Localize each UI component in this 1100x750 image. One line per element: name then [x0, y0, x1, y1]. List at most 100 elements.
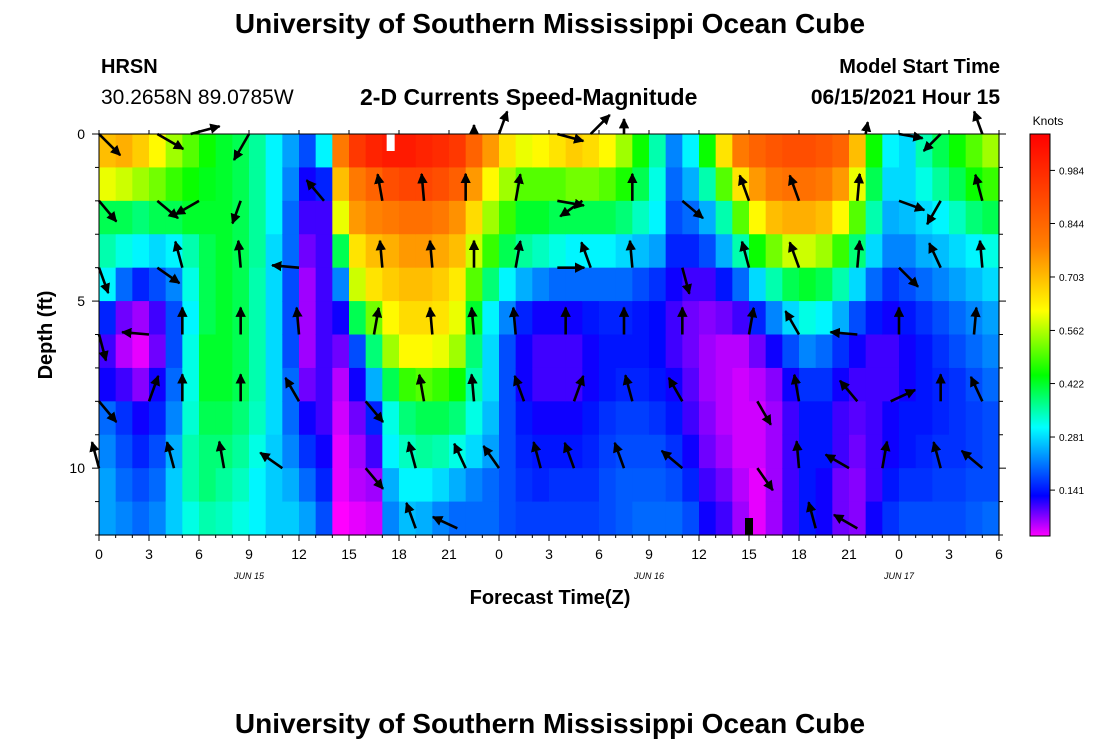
heat-cell	[465, 334, 483, 369]
heat-cell	[132, 234, 150, 269]
heat-cell	[699, 367, 717, 402]
current-vector	[453, 442, 467, 469]
heat-cell	[682, 401, 700, 436]
heat-cell	[199, 301, 217, 336]
heat-cell	[499, 134, 517, 169]
current-vector	[233, 239, 245, 268]
heat-cell	[882, 334, 900, 369]
current-vector	[425, 239, 436, 268]
heat-cell	[449, 334, 467, 369]
heat-cell	[532, 134, 550, 169]
heat-cell	[882, 301, 900, 336]
current-vector	[838, 379, 859, 403]
heat-cell	[649, 267, 667, 302]
heat-cell	[149, 334, 167, 369]
heat-cell	[965, 468, 983, 503]
current-vector	[972, 173, 984, 202]
heat-cell	[415, 434, 433, 469]
heat-cell	[415, 200, 433, 235]
date-label: JUN 16	[633, 571, 664, 581]
heat-cell	[799, 167, 817, 202]
heat-cell	[199, 468, 217, 503]
heat-cell	[382, 401, 400, 436]
heat-cell	[899, 301, 917, 336]
heat-cell	[899, 434, 917, 469]
heat-cell	[882, 468, 900, 503]
heat-cell	[99, 234, 117, 269]
heat-cell	[332, 234, 350, 269]
heat-cell	[515, 334, 533, 369]
heat-cell	[799, 234, 817, 269]
heat-cell	[199, 167, 217, 202]
heat-cell	[699, 401, 717, 436]
heat-cell	[865, 434, 883, 469]
current-vector	[563, 441, 576, 469]
heat-cell	[449, 468, 467, 503]
heat-cell	[165, 401, 183, 436]
heat-cell	[349, 267, 367, 302]
current-vector	[738, 174, 751, 202]
heat-cell	[299, 234, 317, 269]
heat-cell	[799, 468, 817, 503]
heat-cell	[732, 267, 750, 302]
current-vector	[853, 172, 865, 201]
heat-cell	[982, 501, 1000, 536]
heat-cell	[515, 434, 533, 469]
current-vector	[121, 327, 150, 339]
heat-cell	[132, 367, 150, 402]
heat-cell	[599, 234, 617, 269]
current-vector	[622, 374, 634, 402]
heat-cell	[682, 434, 700, 469]
heat-cell	[182, 401, 200, 436]
heat-cell	[832, 167, 850, 202]
heat-cell	[899, 501, 917, 536]
current-vector	[829, 327, 858, 339]
heat-cell	[615, 134, 633, 169]
heat-cell	[482, 468, 500, 503]
heat-cell	[432, 301, 450, 336]
heat-cell	[699, 334, 717, 369]
heat-cell	[132, 134, 150, 169]
heat-cell	[132, 167, 150, 202]
heat-cell	[315, 434, 333, 469]
heat-cell	[749, 401, 767, 436]
heat-cell	[599, 401, 617, 436]
forecast-marker	[386, 134, 395, 151]
heat-cell	[115, 200, 133, 235]
heat-cell	[599, 334, 617, 369]
heat-cell	[849, 200, 867, 235]
heat-cell	[899, 167, 917, 202]
heat-cell	[649, 167, 667, 202]
heat-cell	[132, 434, 150, 469]
heat-cell	[715, 367, 733, 402]
heat-cell	[615, 401, 633, 436]
heat-cell	[349, 367, 367, 402]
heat-cell	[965, 434, 983, 469]
heat-cell	[115, 334, 133, 369]
heat-cell	[765, 434, 783, 469]
station-coordinates: 30.2658N 89.0785W	[101, 86, 294, 109]
heat-cell	[349, 401, 367, 436]
model-start-label: Model Start Time	[839, 56, 1000, 78]
heat-cell	[399, 468, 417, 503]
heat-cell	[682, 501, 700, 536]
heat-cell	[965, 401, 983, 436]
heat-cell	[715, 301, 733, 336]
heat-cell	[982, 134, 1000, 169]
heat-cell	[799, 334, 817, 369]
current-vector	[97, 267, 110, 295]
heat-cell	[315, 234, 333, 269]
heat-cell	[482, 334, 500, 369]
heat-cell	[299, 134, 317, 169]
y-tick-label: 0	[77, 126, 85, 142]
heat-cell	[549, 468, 567, 503]
heat-cell	[782, 267, 800, 302]
heat-cell	[449, 234, 467, 269]
heat-cell	[765, 468, 783, 503]
heat-cell	[949, 468, 967, 503]
current-vector	[406, 441, 417, 469]
heat-cell	[532, 334, 550, 369]
heat-cell	[749, 267, 767, 302]
heat-cell	[482, 367, 500, 402]
heat-cell	[532, 501, 550, 536]
